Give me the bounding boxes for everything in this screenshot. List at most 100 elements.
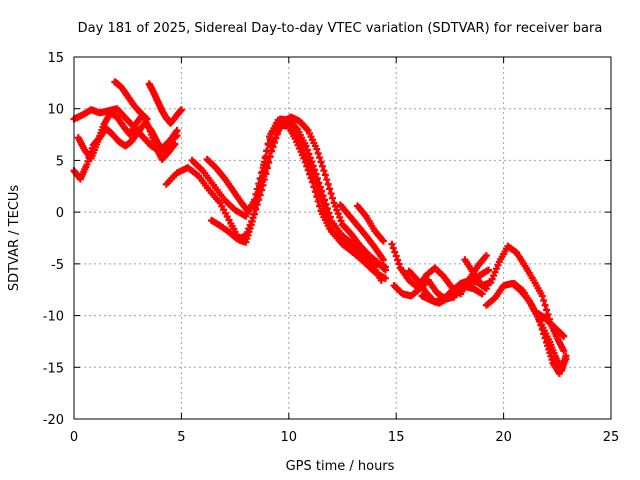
data-point [331, 202, 339, 210]
data-point [318, 197, 326, 205]
data-point [560, 347, 568, 355]
series-track-15 [418, 283, 486, 307]
y-tick-label: -5 [51, 258, 64, 273]
data-point [328, 194, 336, 202]
series-track-8 [203, 113, 389, 274]
data-point [256, 191, 264, 199]
data-point [248, 217, 256, 225]
data-point [330, 199, 338, 207]
data-point [302, 152, 310, 160]
chart-title: Day 181 of 2025, Sidereal Day-to-day VTE… [78, 21, 603, 36]
plot-frame [73, 56, 612, 420]
data-point [381, 274, 389, 282]
series-track-10 [336, 201, 387, 264]
data-point [250, 210, 258, 218]
data-point [538, 292, 546, 300]
data-point [482, 252, 490, 260]
data-point [252, 205, 260, 213]
data-point [275, 126, 283, 134]
data-point [173, 132, 181, 140]
data-point [242, 232, 250, 240]
data-point [177, 106, 185, 114]
data-point [263, 164, 271, 172]
data-point [266, 153, 274, 161]
series-track-5 [145, 80, 185, 127]
data-point [305, 160, 313, 168]
data-point [562, 352, 570, 360]
data-point [389, 244, 397, 252]
data-point [379, 256, 387, 264]
data-point [541, 301, 549, 309]
data-point [318, 162, 326, 170]
data-point [379, 237, 387, 245]
series-track-11 [354, 202, 387, 245]
data-point [316, 154, 324, 162]
y-tick-label: -15 [43, 361, 64, 376]
data-point [478, 290, 486, 298]
plot-data [70, 78, 570, 377]
data-point [306, 163, 314, 171]
series-track-4 [111, 78, 151, 123]
x-tick-label: 5 [177, 430, 185, 445]
data-point [323, 176, 331, 184]
axis-ticks: 0 5 10 15 20 25 -20 -15 -10 -5 0 5 10 15 [43, 51, 620, 445]
data-point [381, 266, 389, 274]
data-point [255, 196, 263, 204]
series-track-9 [207, 121, 389, 282]
data-point [308, 167, 316, 175]
data-point [392, 252, 400, 260]
data-point [323, 215, 331, 223]
data-point [391, 248, 399, 256]
data-point [326, 223, 334, 231]
data-point [262, 170, 270, 178]
data-point [249, 214, 257, 222]
data-point [309, 170, 317, 178]
data-point [315, 188, 323, 196]
data-point [388, 240, 396, 248]
data-point [243, 228, 251, 236]
data-point [313, 183, 321, 191]
data-point [273, 130, 281, 138]
y-tick-label: -20 [43, 413, 64, 428]
series-track-16 [461, 242, 568, 355]
data-point [269, 143, 277, 151]
y-axis-label: SDTVAR / TECUs [7, 185, 22, 292]
data-point [311, 174, 319, 182]
data-point [543, 306, 551, 314]
data-point [333, 206, 341, 214]
data-point [395, 260, 403, 268]
data-point [394, 256, 402, 264]
data-point [265, 158, 273, 166]
data-point [268, 147, 276, 155]
data-point [270, 139, 278, 147]
data-point [253, 201, 261, 209]
y-tick-label: 5 [56, 154, 64, 169]
x-tick-label: 20 [495, 430, 512, 445]
data-point [245, 225, 253, 233]
y-tick-label: 15 [47, 51, 64, 66]
data-point [560, 332, 568, 340]
data-point [321, 206, 329, 214]
series-track-19 [534, 310, 568, 340]
data-point [325, 219, 333, 227]
data-point [171, 140, 179, 148]
x-tick-label: 0 [70, 430, 78, 445]
x-tick-label: 25 [603, 430, 620, 445]
data-point [246, 221, 254, 229]
data-point [320, 167, 328, 175]
data-point [303, 156, 311, 164]
data-point [319, 202, 327, 210]
data-point [272, 134, 280, 142]
data-point [336, 213, 344, 221]
x-tick-label: 10 [281, 430, 298, 445]
data-point [337, 217, 345, 225]
data-point [326, 185, 334, 193]
data-point [312, 179, 320, 187]
data-point [302, 142, 310, 150]
data-point [316, 193, 324, 201]
data-point [258, 186, 266, 194]
y-tick-label: 0 [56, 206, 64, 221]
data-point [313, 145, 321, 153]
data-point [260, 176, 268, 184]
